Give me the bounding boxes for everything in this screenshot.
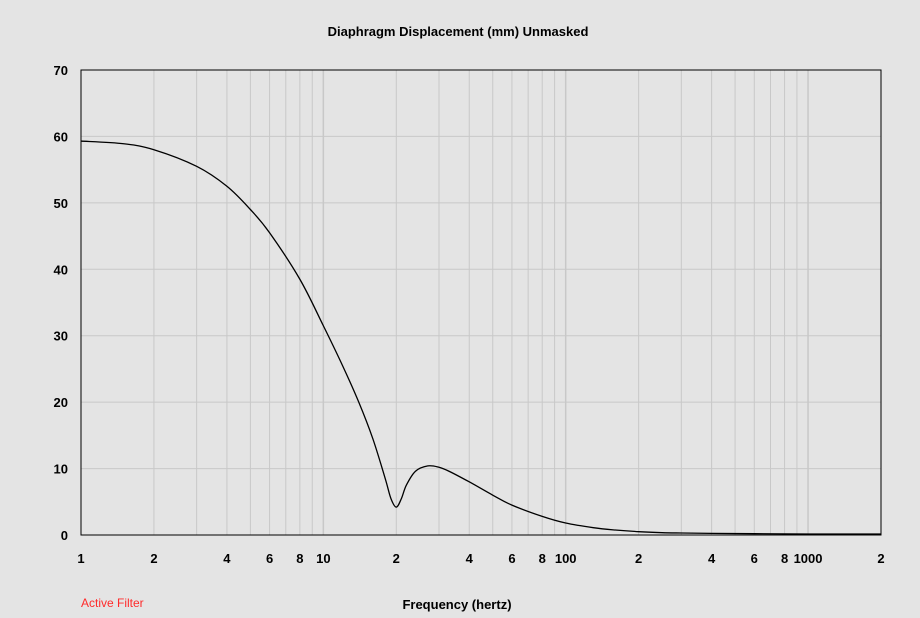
x-tick-label: 2 xyxy=(150,551,157,566)
y-tick-label: 10 xyxy=(54,462,68,477)
x-tick-label: 2 xyxy=(877,551,884,566)
chart-title: Diaphragm Displacement (mm) Unmasked xyxy=(328,24,589,39)
x-tick-label: 10 xyxy=(316,551,330,566)
grid-lines xyxy=(81,70,881,535)
x-tick-label: 1000 xyxy=(794,551,823,566)
x-tick-label: 8 xyxy=(539,551,546,566)
x-tick-label: 8 xyxy=(296,551,303,566)
x-tick-label: 2 xyxy=(635,551,642,566)
x-tick-label: 4 xyxy=(466,551,474,566)
y-tick-label: 0 xyxy=(61,528,68,543)
x-tick-label: 6 xyxy=(266,551,273,566)
x-axis-label: Frequency (hertz) xyxy=(402,597,511,612)
y-tick-label: 40 xyxy=(54,262,68,277)
x-tick-label: 6 xyxy=(751,551,758,566)
y-tick-label: 60 xyxy=(54,129,68,144)
x-tick-label: 8 xyxy=(781,551,788,566)
y-tick-label: 30 xyxy=(54,329,68,344)
x-tick-label: 4 xyxy=(708,551,716,566)
displacement-series-line xyxy=(80,140,882,535)
x-tick-label: 100 xyxy=(555,551,577,566)
y-tick-label: 70 xyxy=(54,63,68,78)
x-tick-label: 2 xyxy=(393,551,400,566)
x-axis-ticks: 1 2 4 6 8 10 2 4 6 8 100 2 4 6 8 1000 2 xyxy=(77,551,884,566)
x-tick-label: 6 xyxy=(508,551,515,566)
x-tick-label: 4 xyxy=(223,551,231,566)
y-tick-label: 20 xyxy=(54,395,68,410)
plot-frame xyxy=(80,69,882,536)
y-axis-ticks: 0 10 20 30 40 50 60 70 xyxy=(54,63,68,543)
x-tick-label: 1 xyxy=(77,551,84,566)
y-tick-label: 50 xyxy=(54,196,68,211)
active-filter-label[interactable]: Active Filter xyxy=(81,596,144,610)
